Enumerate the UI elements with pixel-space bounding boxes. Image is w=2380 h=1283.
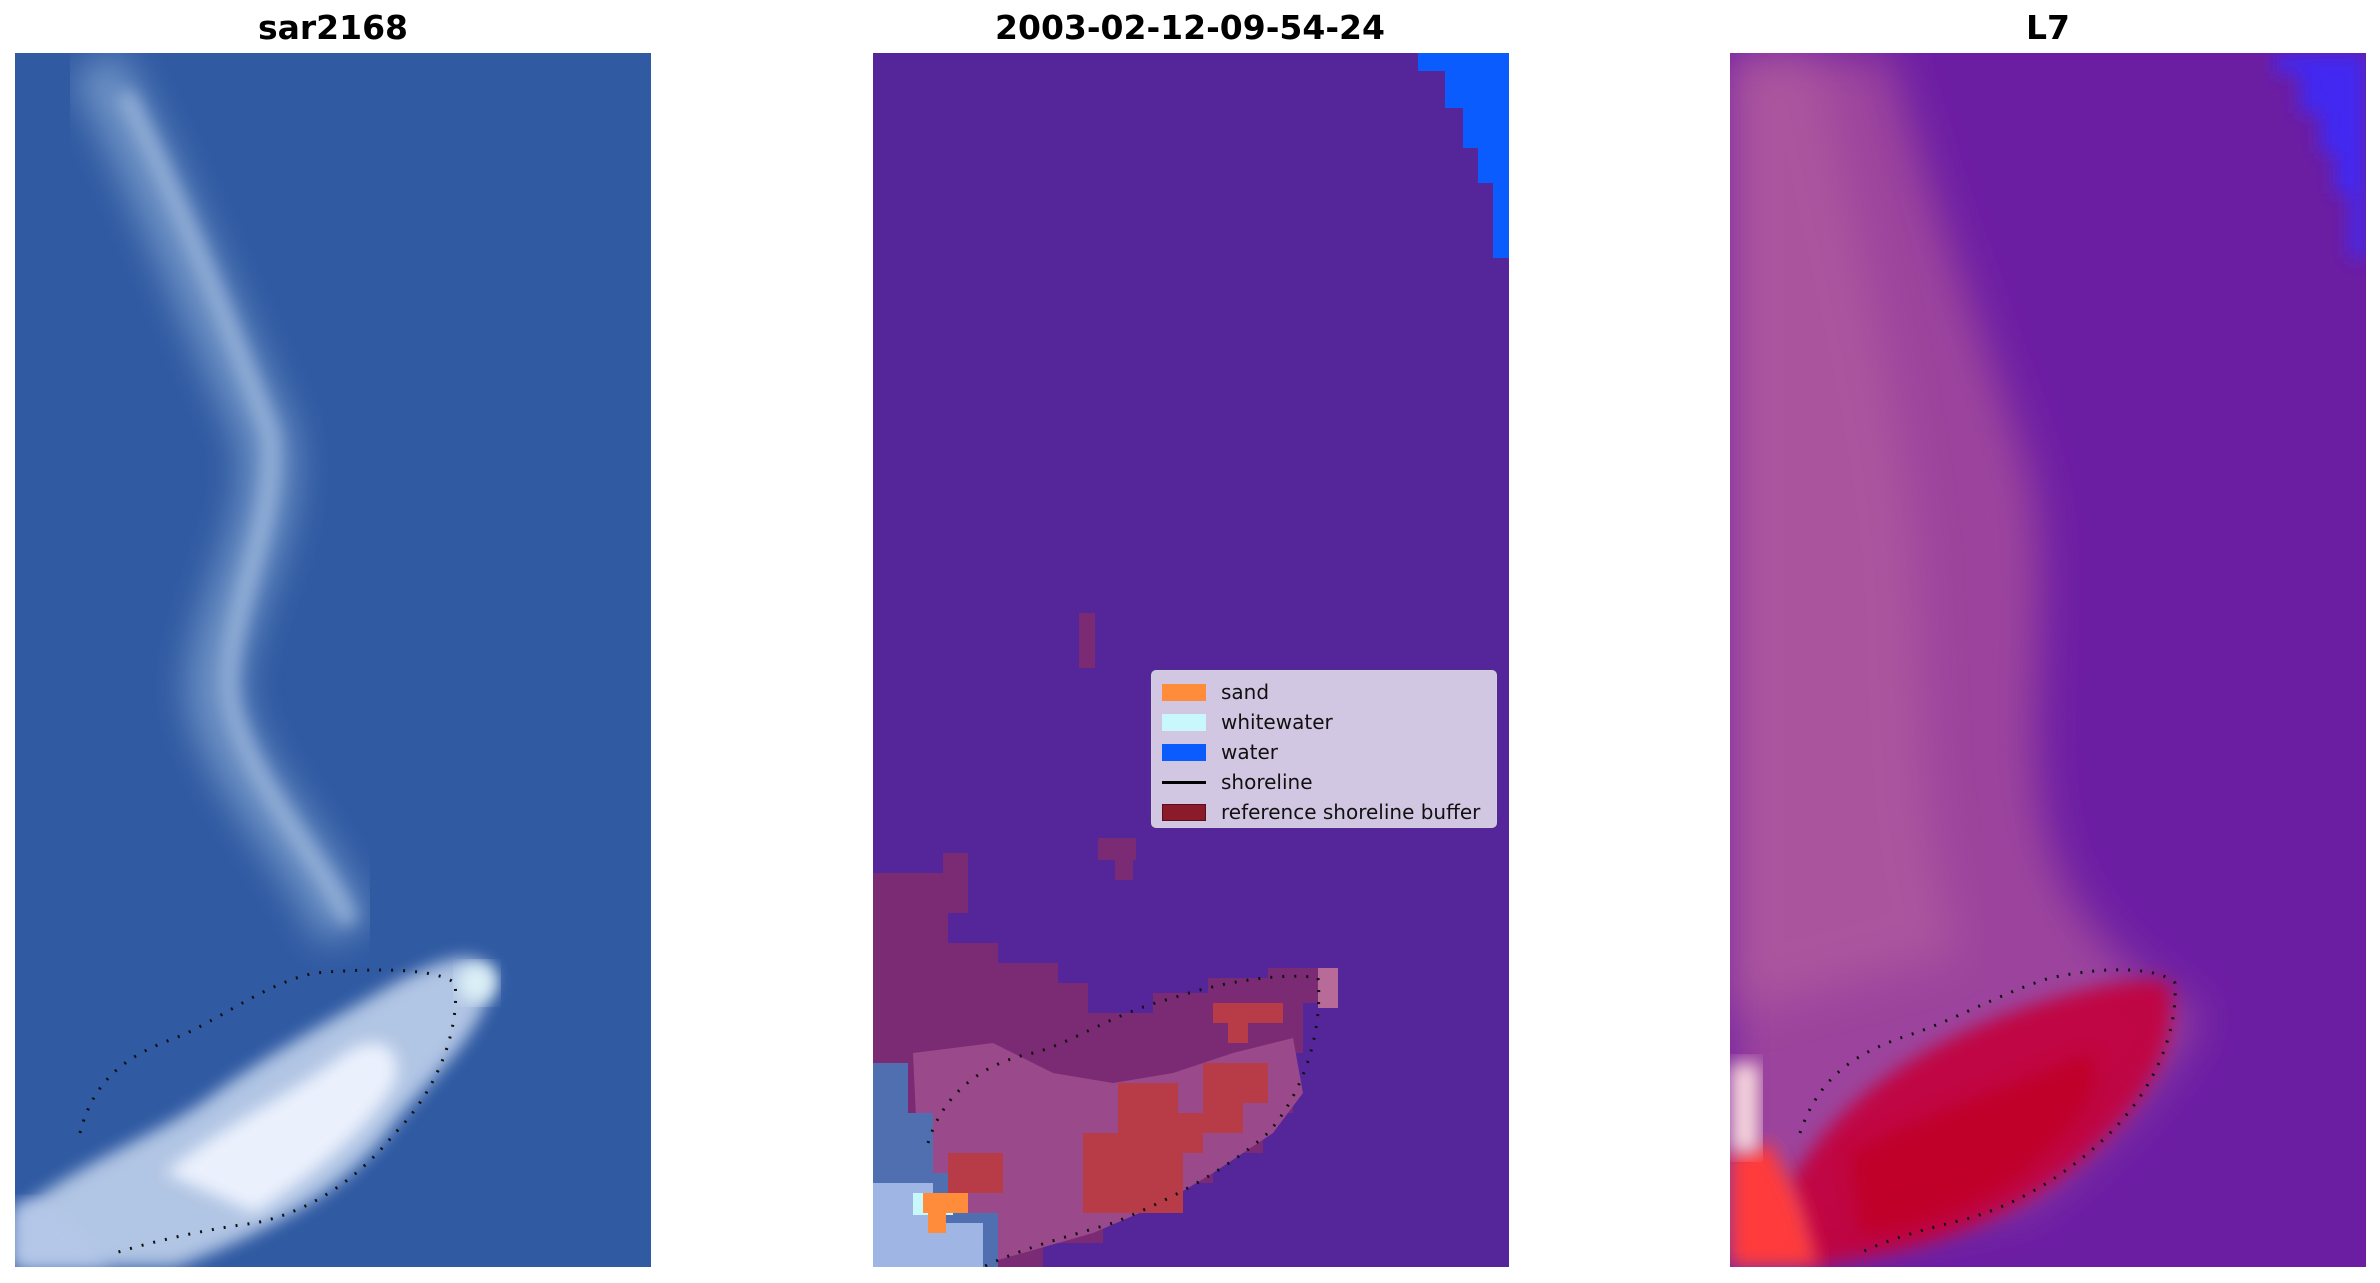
legend-label: reference shoreline buffer [1221, 800, 1481, 824]
whitewater-swatch [1162, 713, 1206, 731]
l7-image-panel [1730, 53, 2366, 1267]
legend-label: water [1221, 740, 1278, 764]
water-region [1418, 53, 1509, 258]
sand-pixels [923, 1193, 968, 1213]
legend-item-water: water [1162, 737, 1486, 767]
l7-shoreline [1798, 968, 2177, 1255]
l7-image [1730, 53, 2366, 1267]
shoreline-swatch [1162, 780, 1206, 784]
panel-title-left: sar2168 [257, 8, 409, 47]
sand-swatch [1162, 683, 1206, 701]
panel-title-right: L7 [2026, 8, 2070, 47]
legend: sand whitewater water shoreline referenc… [1151, 670, 1497, 828]
legend-item-reference-shoreline-buffer: reference shoreline buffer [1162, 797, 1486, 827]
buffer-swatch [1162, 803, 1206, 821]
legend-item-whitewater: whitewater [1162, 707, 1486, 737]
panel-title-middle: 2003-02-12-09-54-24 [995, 8, 1385, 47]
legend-item-sand: sand [1162, 677, 1486, 707]
sar-image-panel [15, 53, 651, 1267]
legend-label: sand [1221, 680, 1270, 704]
water-swatch [1162, 743, 1206, 761]
classified-image-panel [873, 53, 1509, 1267]
sar-image [15, 53, 651, 1267]
classified-image [873, 53, 1509, 1267]
legend-item-shoreline: shoreline [1162, 767, 1486, 797]
classified-shoreline [926, 974, 1321, 1267]
legend-label: whitewater [1221, 710, 1333, 734]
legend-label: shoreline [1221, 770, 1313, 794]
